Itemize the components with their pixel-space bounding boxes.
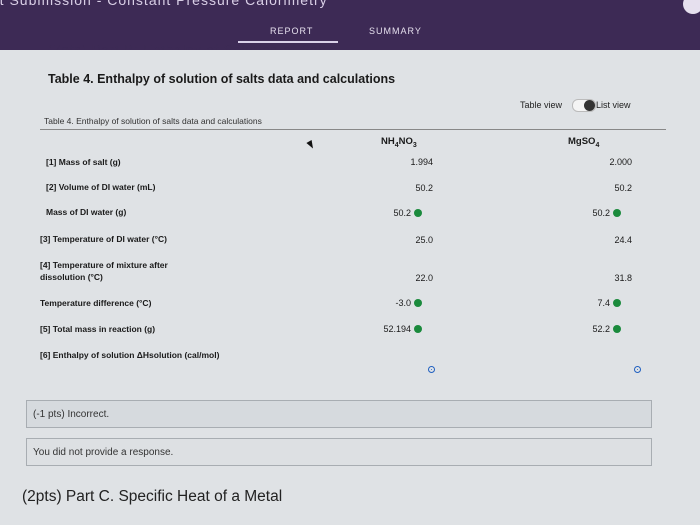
cell-mass-salt-mgso4: 2.000 (609, 157, 632, 167)
cell-total-mass-mgso4: 52.2 (561, 324, 621, 334)
cell-mass-salt-nh4no3: 1.994 (410, 157, 433, 167)
cell-mass-water-nh4no3: 50.2 (362, 208, 422, 218)
correct-check-icon (613, 299, 621, 307)
active-tab-indicator (238, 41, 338, 43)
row-label-mass-of-salt: [1] Mass of salt (g) (46, 157, 121, 167)
correct-check-icon (414, 209, 422, 217)
section-part-c-title[interactable]: (2pts) Part C. Specific Heat of a Metal (22, 488, 283, 505)
column-header-nh4no3: NH4NO3 (381, 136, 417, 149)
answer-radio-mgso4[interactable] (634, 366, 641, 373)
value-text: 50.2 (592, 208, 610, 218)
table-header-rule (40, 129, 666, 130)
row-label-mass-water: Mass of DI water (g) (46, 207, 127, 217)
cell-temp-water-mgso4: 24.4 (614, 235, 632, 245)
column-header-mgso4: MgSO4 (568, 136, 600, 149)
view-toggle-switch[interactable] (572, 99, 596, 112)
table-heading: Table 4. Enthalpy of solution of salts d… (48, 72, 396, 86)
row-label-temp-difference: Temperature difference (°C) (40, 298, 152, 308)
list-view-label: List view (596, 100, 631, 110)
score-feedback-box: (-1 pts) Incorrect. (26, 400, 652, 428)
row-label-enthalpy: [6] Enthalpy of solution ΔHsolution (cal… (40, 350, 220, 360)
row-label-volume-water: [2] Volume of DI water (mL) (46, 182, 156, 192)
response-text: You did not provide a response. (33, 447, 174, 458)
page-title: rt Submission - Constant Pressure Calori… (0, 0, 328, 8)
row-label-temp-mixture: [4] Temperature of mixture after dissolu… (40, 260, 168, 282)
cell-temp-mixture-nh4no3: 22.0 (415, 273, 433, 283)
cell-temp-mixture-mgso4: 31.8 (614, 273, 632, 283)
row-label-total-mass: [5] Total mass in reaction (g) (40, 324, 156, 334)
section-title-cut: (7pts) Part B: Enthalpy of Solution of S… (48, 42, 335, 50)
cell-temp-diff-mgso4: 7.4 (561, 298, 621, 308)
cell-temp-diff-nh4no3: -3.0 (362, 298, 422, 308)
toggle-knob (584, 100, 595, 111)
value-text: 52.2 (592, 324, 610, 334)
value-text: 7.4 (597, 298, 610, 308)
cell-total-mass-nh4no3: 52.194 (362, 324, 422, 334)
top-bar: rt Submission - Constant Pressure Calori… (0, 0, 700, 50)
correct-check-icon (414, 299, 422, 307)
value-text: 52.194 (383, 324, 411, 334)
cell-volume-nh4no3: 50.2 (415, 183, 433, 193)
cell-temp-water-nh4no3: 25.0 (415, 235, 433, 245)
table-view-label: Table view (520, 100, 563, 110)
score-text: (-1 pts) Incorrect. (33, 409, 110, 420)
table-caption: Table 4. Enthalpy of solution of salts d… (44, 116, 262, 126)
value-text: 50.2 (393, 208, 411, 218)
user-avatar-icon[interactable] (683, 0, 700, 14)
cell-mass-water-mgso4: 50.2 (561, 208, 621, 218)
tab-summary[interactable]: SUMMARY (369, 26, 422, 36)
row-label-temp-water: [3] Temperature of DI water (°C) (40, 234, 167, 244)
correct-check-icon (414, 325, 422, 333)
value-text: -3.0 (395, 298, 411, 308)
response-feedback-box: You did not provide a response. (26, 438, 652, 466)
tab-report[interactable]: REPORT (270, 26, 314, 36)
answer-radio-nh4no3[interactable] (428, 366, 435, 373)
correct-check-icon (613, 325, 621, 333)
cell-volume-mgso4: 50.2 (614, 183, 632, 193)
correct-check-icon (613, 209, 621, 217)
